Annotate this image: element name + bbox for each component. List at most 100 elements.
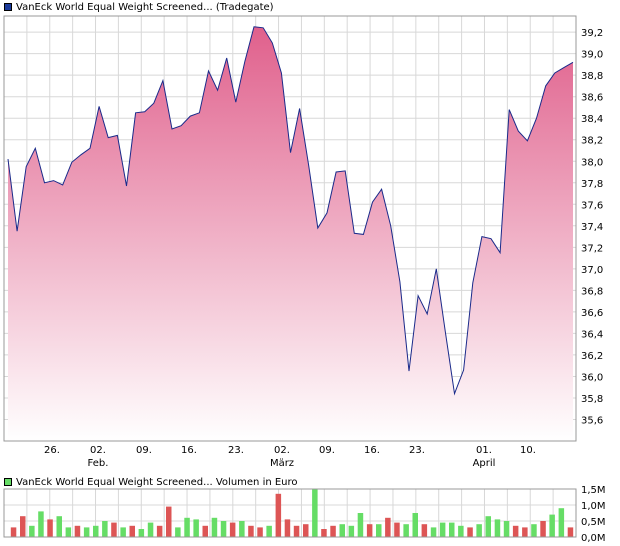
price-y-tick-label: 37,2 bbox=[581, 243, 603, 254]
volume-bar bbox=[430, 527, 437, 537]
price-legend: VanEck World Equal Weight Screened... (T… bbox=[4, 0, 274, 14]
price-x-tick-month: Feb. bbox=[88, 458, 109, 469]
volume-bar bbox=[412, 513, 418, 537]
volume-bar bbox=[193, 519, 199, 537]
price-line bbox=[7, 26, 574, 396]
volume-bar bbox=[293, 525, 300, 537]
volume-bar bbox=[348, 525, 355, 537]
volume-chart-title: VanEck World Equal Weight Screened... Vo… bbox=[16, 476, 298, 488]
price-y-tick-label: 35,6 bbox=[581, 415, 603, 426]
price-area-fill bbox=[8, 26, 573, 442]
price-y-tick-label: 39,0 bbox=[581, 50, 603, 61]
price-y-axis: 35,6 35,8 36,0 36,2 36,4 36,6 36,8 37,0 37,2 37,4… bbox=[581, 28, 603, 426]
volume-bar bbox=[202, 525, 208, 537]
price-x-tick-day: 09. bbox=[319, 445, 335, 456]
volume-bar bbox=[83, 527, 90, 537]
price-x-axis: 26. 02. Feb. 09. 16. 23. 02. März 09. 16. 23. 01. Ap… bbox=[44, 445, 536, 469]
price-y-tick-label: 38,2 bbox=[581, 136, 603, 147]
price-x-tick-day: 02. bbox=[274, 445, 290, 456]
price-y-tick-label: 36,8 bbox=[581, 286, 603, 297]
volume-y-tick-label: 0,0M bbox=[581, 533, 606, 544]
volume-bar bbox=[20, 516, 26, 537]
volume-bar bbox=[403, 524, 409, 537]
volume-bar bbox=[385, 517, 391, 537]
volume-bar bbox=[439, 522, 446, 537]
price-y-tick-label: 35,8 bbox=[581, 394, 603, 405]
volume-bar bbox=[220, 521, 227, 537]
volume-bar bbox=[531, 524, 537, 537]
volume-bar bbox=[558, 508, 565, 537]
volume-bar bbox=[394, 522, 400, 537]
price-y-tick-label: 36,6 bbox=[581, 308, 603, 319]
price-plot-frame bbox=[3, 15, 577, 442]
volume-bar bbox=[111, 522, 117, 537]
volume-bar bbox=[312, 489, 318, 537]
volume-bar bbox=[321, 529, 327, 537]
price-y-tick-label: 37,4 bbox=[581, 222, 603, 233]
price-x-tick-day: 16. bbox=[181, 445, 197, 456]
volume-bar bbox=[512, 525, 519, 537]
volume-bar bbox=[284, 519, 291, 537]
volume-plot-frame bbox=[3, 488, 577, 538]
price-y-tick-label: 38,4 bbox=[581, 114, 603, 125]
volume-bar bbox=[330, 525, 336, 537]
volume-bar bbox=[257, 527, 263, 537]
price-y-tick-label: 37,0 bbox=[581, 265, 603, 276]
price-x-tick-month: April bbox=[473, 458, 496, 469]
price-chart-title: VanEck World Equal Weight Screened... (T… bbox=[16, 1, 274, 13]
volume-bar bbox=[522, 527, 528, 537]
price-y-tick-label: 37,6 bbox=[581, 200, 603, 211]
volume-y-tick-label: 1,0M bbox=[581, 501, 606, 512]
volume-bars-layer bbox=[10, 489, 574, 537]
volume-bar bbox=[129, 525, 135, 537]
volume-bar bbox=[138, 529, 145, 537]
volume-bar bbox=[275, 493, 282, 537]
volume-bar bbox=[102, 521, 108, 537]
volume-y-tick-label: 1,5M bbox=[581, 485, 606, 496]
price-x-tick-day: 01. bbox=[476, 445, 492, 456]
volume-bar bbox=[476, 524, 482, 537]
volume-bar bbox=[10, 527, 17, 537]
volume-legend: VanEck World Equal Weight Screened... Vo… bbox=[4, 475, 298, 489]
price-y-tick-label: 36,4 bbox=[581, 329, 603, 340]
volume-bar bbox=[503, 521, 510, 537]
volume-bar bbox=[339, 524, 345, 537]
volume-bar bbox=[303, 524, 309, 537]
volume-legend-swatch bbox=[4, 478, 12, 486]
volume-bar bbox=[56, 516, 62, 537]
volume-bar bbox=[166, 506, 172, 537]
volume-bar bbox=[494, 519, 501, 537]
price-y-tick-label: 37,8 bbox=[581, 179, 603, 190]
volume-bar bbox=[366, 524, 373, 537]
price-x-tick-month: März bbox=[270, 458, 294, 469]
price-y-tick-label: 36,0 bbox=[581, 372, 603, 383]
volume-bar bbox=[47, 519, 53, 537]
volume-bar bbox=[248, 525, 254, 537]
volume-bar bbox=[29, 525, 35, 537]
price-y-tick-label: 36,2 bbox=[581, 351, 603, 362]
volume-bar bbox=[93, 525, 99, 537]
volume-bar bbox=[229, 522, 236, 537]
volume-bar bbox=[38, 511, 44, 537]
price-y-tick-label: 38,0 bbox=[581, 157, 603, 168]
volume-bar bbox=[540, 521, 546, 537]
volume-bar bbox=[567, 527, 574, 537]
price-x-tick-day: 23. bbox=[228, 445, 244, 456]
price-x-tick-day: 09. bbox=[136, 445, 152, 456]
price-y-tick-label: 38,8 bbox=[581, 71, 603, 82]
volume-bar bbox=[485, 516, 491, 537]
price-x-tick-day: 26. bbox=[44, 445, 60, 456]
volume-bar bbox=[65, 527, 72, 537]
volume-bar bbox=[211, 517, 218, 537]
volume-bar bbox=[421, 524, 428, 537]
volume-bar bbox=[120, 527, 126, 537]
volume-bar bbox=[458, 525, 464, 537]
volume-y-tick-label: 0,5M bbox=[581, 517, 606, 528]
volume-bar bbox=[147, 522, 154, 537]
volume-bar bbox=[156, 525, 163, 537]
price-x-tick-day: 10. bbox=[520, 445, 536, 456]
price-x-tick-day: 23. bbox=[409, 445, 425, 456]
volume-bar bbox=[175, 527, 181, 537]
volume-bar bbox=[239, 521, 245, 537]
